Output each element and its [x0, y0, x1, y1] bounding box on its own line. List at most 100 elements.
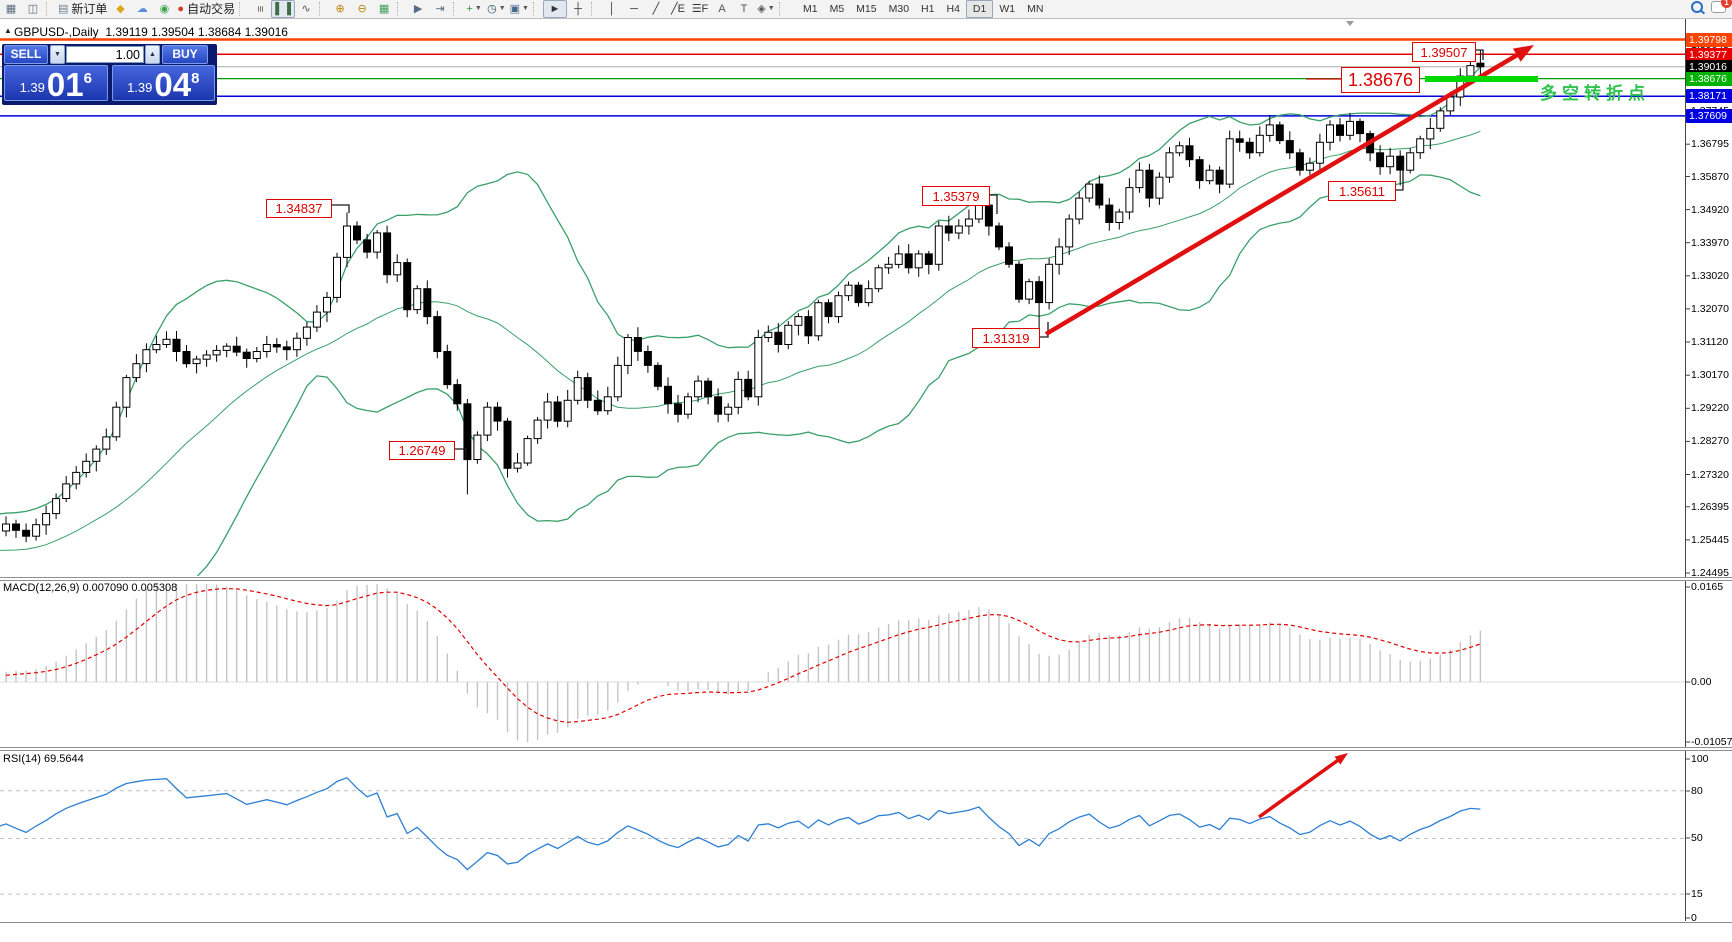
price-annotation[interactable]: 1.38676 [1341, 67, 1420, 93]
shapes-icon[interactable]: ◈ ▼ [757, 3, 775, 15]
timeframe-m30[interactable]: M30 [888, 3, 910, 15]
buy-price-sup: 8 [191, 70, 200, 87]
timeframe-m5[interactable]: M5 [829, 3, 845, 15]
alerts-icon[interactable]: ◉ [159, 3, 170, 15]
chart-shift-marker[interactable] [1346, 21, 1354, 26]
timeframe-d1[interactable]: D1 [965, 0, 994, 18]
axis-price-label: 1.24495 [1690, 567, 1730, 579]
zoom-in-icon[interactable]: ⊕ [335, 3, 345, 15]
label-icon[interactable]: T [740, 3, 748, 15]
trend-arrow [1044, 45, 1534, 336]
axis-price-label: 1.30170 [1690, 369, 1730, 382]
volume-increase-button[interactable]: ▲ [145, 45, 160, 64]
price-annotation[interactable]: 1.35379 [922, 186, 990, 206]
volume-decrease-button[interactable]: ▼ [50, 45, 65, 64]
candlestick-chart-icon[interactable]: ▌▐ [271, 0, 296, 18]
auto-scroll-icon[interactable]: ▶ [413, 3, 423, 15]
horizontal-line-icon[interactable]: ─ [630, 3, 638, 15]
chart-ohlc-values: 1.39119 1.39504 1.38684 1.39016 [105, 25, 288, 39]
annotation-connector [1474, 49, 1484, 60]
buy-price-prefix: 1.39 [127, 80, 153, 95]
price-line-label: 1.39377 [1686, 47, 1732, 62]
fibonacci-icon[interactable]: ☰F [691, 3, 709, 15]
buy-button[interactable]: BUY [162, 45, 208, 64]
price-annotation[interactable]: 1.34837 [266, 199, 332, 218]
timeframe-h4[interactable]: H4 [946, 3, 960, 15]
search-icon[interactable] [1691, 1, 1703, 13]
chevron-down-icon: ▼ [498, 5, 506, 12]
panel-separator[interactable] [0, 747, 1732, 751]
new-order-button[interactable]: ▤ 新订单 [58, 2, 108, 16]
templates-icon[interactable]: ▣ ▼ [509, 3, 529, 15]
toolbar-separator [778, 2, 787, 16]
volume-input[interactable] [66, 46, 144, 63]
text-icon[interactable]: A [718, 3, 726, 15]
axis-price-label: 80 [1690, 785, 1704, 797]
price-line-label: 1.37609 [1686, 108, 1732, 123]
time-axis: 2 Jul 202021 Jul 202030 Jul 20209 Aug 20… [0, 922, 1732, 942]
timeframe-w1[interactable]: W1 [999, 3, 1016, 15]
timeframe-m1[interactable]: M1 [802, 3, 818, 15]
axis-price-label: 0.0165 [1690, 581, 1725, 593]
chart-shift-icon[interactable]: ⇥ [435, 3, 445, 15]
toolbar-separator [453, 2, 461, 16]
axis-price-label: 1.28270 [1690, 435, 1730, 448]
line-chart-icon[interactable]: ∿ [301, 3, 311, 15]
candles [2, 49, 1485, 543]
cursor-icon[interactable]: ► [542, 0, 567, 18]
crosshair-icon[interactable]: ┼ [574, 3, 582, 15]
periods-icon[interactable]: ◷ ▼ [487, 3, 506, 15]
bar-chart-icon[interactable]: ≡ [254, 5, 267, 13]
price-annotation[interactable]: 1.26749 [389, 441, 455, 460]
toolbar-separator [397, 2, 405, 16]
axis-price-label: 1.29220 [1690, 402, 1730, 415]
metaeditor-icon[interactable]: ◆ [116, 3, 125, 15]
sell-price-big: 01 [46, 65, 84, 103]
price-annotation[interactable]: 1.31319 [972, 328, 1040, 348]
chart-profiles-icon[interactable]: ◫ [27, 3, 39, 15]
notification-badge: 1 [1721, 0, 1732, 8]
trendline-icon[interactable]: ╱ [652, 3, 660, 15]
annotation-connector [1394, 162, 1404, 191]
price-line-label: 1.38171 [1686, 89, 1732, 104]
sell-price-display[interactable]: 1.39 01 6 [4, 65, 108, 101]
axis-price-label: 1.32070 [1690, 302, 1730, 315]
sell-price-prefix: 1.39 [19, 80, 45, 95]
axis-price-label: 50 [1690, 832, 1704, 844]
timeframe-toolbar: M1 M5 M15 M30 H1 H4 D1 W1 MN [797, 0, 1049, 18]
turning-point-note[interactable]: 多空转折点 [1540, 84, 1650, 103]
timeframe-h1[interactable]: H1 [921, 3, 935, 15]
terminal-icon[interactable]: ☁ [136, 3, 148, 15]
axis-price-label: 1.27320 [1690, 468, 1730, 481]
chevron-down-icon: ▼ [522, 5, 529, 12]
panel-separator[interactable] [0, 577, 1732, 581]
collapse-triangle-icon[interactable]: ▲ [4, 26, 12, 35]
price-annotation[interactable]: 1.35611 [1328, 181, 1396, 201]
price-line-label: 1.39016 [1686, 59, 1732, 74]
channel-icon[interactable]: ╱E [671, 3, 685, 15]
new-chart-icon[interactable]: ▦ [5, 3, 17, 15]
zoom-out-icon[interactable]: ⊖ [357, 3, 367, 15]
price-line-label: 1.38676 [1686, 71, 1732, 86]
rsi-title: RSI(14) 69.5644 [3, 753, 84, 765]
toolbar-separator [532, 2, 541, 16]
one-click-trading-panel: SELL ▼ ▲ BUY 1.39 01 6 1.39 04 8 [2, 44, 217, 105]
sell-button[interactable]: SELL [4, 45, 48, 64]
axis-price-label: 1.31120 [1690, 336, 1730, 348]
tile-windows-icon[interactable]: ▦ [378, 3, 390, 15]
notifications-icon[interactable]: 1 [1711, 0, 1732, 13]
support-highlight-bar[interactable] [1425, 76, 1538, 82]
timeframe-mn[interactable]: MN [1027, 3, 1044, 15]
autotrading-button[interactable]: ● 自动交易 [177, 2, 236, 16]
price-line-label: 1.39798 [1686, 32, 1732, 47]
buy-price-display[interactable]: 1.39 04 8 [111, 65, 215, 101]
axis-price-label: 1.34920 [1690, 203, 1730, 216]
timeframe-m15[interactable]: M15 [856, 3, 877, 15]
annotation-connector [1038, 322, 1049, 338]
price-annotation[interactable]: 1.39507 [1412, 42, 1476, 62]
indicators-icon[interactable]: + ▼ [466, 3, 482, 15]
vertical-line-icon[interactable]: │ [608, 3, 616, 15]
toolbar-right: 1 [1691, 0, 1732, 13]
